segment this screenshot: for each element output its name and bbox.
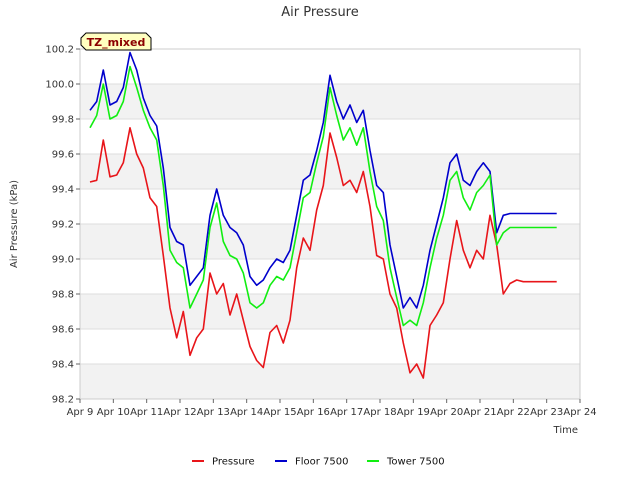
tz-annotation-box	[80, 32, 152, 51]
legend-label-tower-7500: Tower 7500	[386, 457, 445, 468]
x-tick-label: Apr 16	[297, 407, 330, 418]
x-axis-ticks: Apr 9 Apr 10 Apr 11 Apr 12 Apr 13 Apr 14 Apr 1…	[67, 399, 597, 418]
plot-band	[80, 154, 580, 189]
x-tick-label: Apr 12	[163, 407, 196, 418]
x-tick-label: Apr 11	[130, 407, 163, 418]
plot-band	[80, 224, 580, 259]
y-axis-title: Air Pressure (kPa)	[9, 180, 20, 268]
legend-label-floor-7500: Floor 7500	[295, 457, 349, 468]
series-lines	[89, 51, 557, 379]
plot-band	[80, 364, 580, 399]
tz-annotation-label: TZ_mixed	[87, 36, 146, 49]
x-axis-title: Time	[553, 425, 578, 436]
plot-background-bands	[80, 84, 580, 399]
series-line-pressure	[89, 127, 557, 379]
legend: Pressure Floor 7500 Tower 7500	[192, 457, 445, 468]
y-tick-label: 99.4	[52, 185, 74, 196]
y-axis-ticks: 98.2 98.4 98.6 98.8 99.0 99.2 99.4 99.6 99.8 100.…	[45, 45, 80, 406]
y-tick-label: 98.8	[52, 290, 74, 301]
series-line-floor-7500	[89, 51, 557, 309]
x-tick-label: Apr 21	[463, 407, 496, 418]
x-tick-label: Apr 15	[263, 407, 296, 418]
x-tick-label: Apr 24	[563, 407, 596, 418]
y-tick-label: 98.4	[52, 360, 74, 371]
x-tick-label: Apr 13	[197, 407, 230, 418]
legend-label-pressure: Pressure	[212, 457, 255, 468]
x-tick-label: Apr 10	[97, 407, 130, 418]
x-tick-label: Apr 14	[230, 407, 263, 418]
plot-band	[80, 294, 580, 329]
y-tick-label: 99.0	[52, 255, 74, 266]
x-tick-label: Apr 22	[497, 407, 530, 418]
x-tick-label: Apr 17	[330, 407, 363, 418]
y-tick-label: 99.2	[52, 220, 74, 231]
y-tick-label: 100.2	[45, 45, 74, 56]
x-tick-label: Apr 23	[530, 407, 563, 418]
series-line-tower-7500	[89, 65, 557, 327]
x-tick-label: Apr 19	[397, 407, 430, 418]
y-tick-label: 100.0	[45, 80, 74, 91]
y-tick-label: 99.8	[52, 115, 74, 126]
tz-annotation: TZ_mixed	[80, 32, 152, 51]
x-tick-label: Apr 9	[67, 407, 94, 418]
chart-title: Air Pressure	[281, 5, 359, 20]
y-tick-label: 98.2	[52, 395, 74, 406]
x-tick-label: Apr 20	[430, 407, 463, 418]
x-tick-label: Apr 18	[363, 407, 396, 418]
y-tick-label: 98.6	[52, 325, 74, 336]
y-tick-label: 99.6	[52, 150, 74, 161]
